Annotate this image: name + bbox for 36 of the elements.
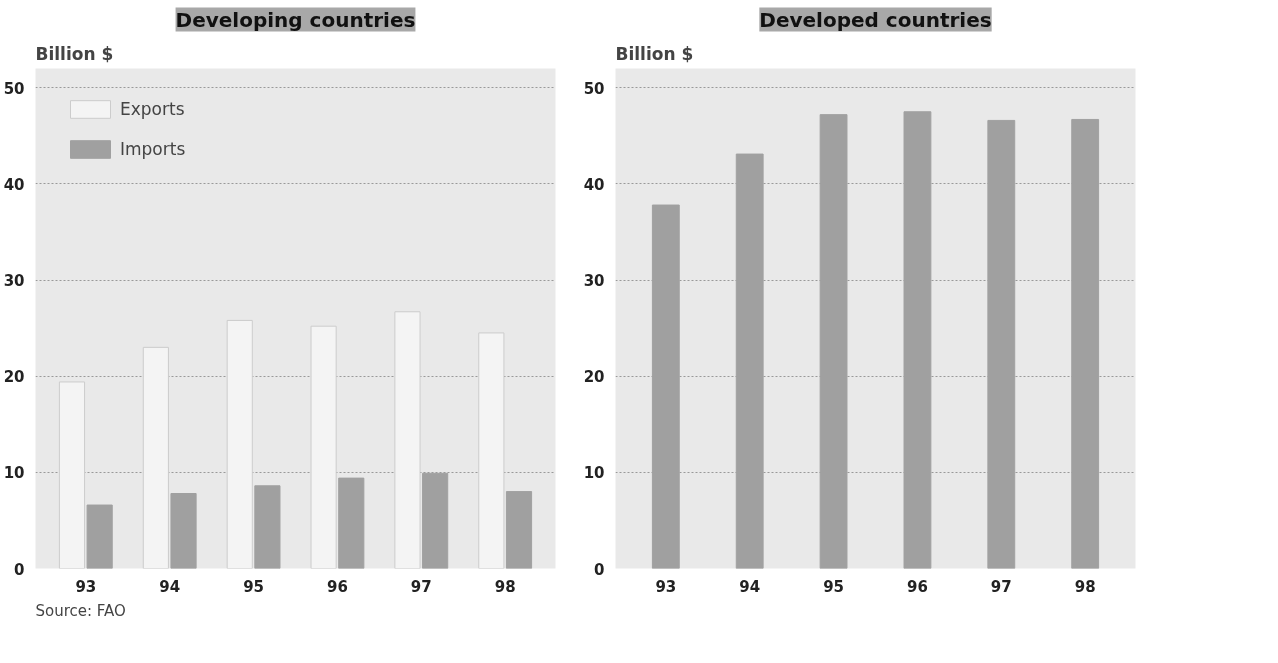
chart-title: Developed countries <box>759 7 992 32</box>
y-tick-label: 10 <box>583 464 605 483</box>
y-tick-label: 50 <box>3 79 25 98</box>
x-tick-label: 94 <box>159 577 181 596</box>
x-tick-label: 96 <box>327 577 348 596</box>
y-tick-label: 0 <box>14 560 25 579</box>
legend-label: Imports <box>120 139 186 159</box>
x-tick-label: 95 <box>243 577 264 596</box>
bar <box>254 485 281 569</box>
bar <box>86 504 113 569</box>
y-tick-label: 50 <box>583 79 605 98</box>
x-tick-label: 95 <box>823 577 844 596</box>
x-tick-label: 97 <box>990 577 1012 596</box>
x-tick-label: 93 <box>655 577 677 596</box>
x-tick-label: 96 <box>907 577 928 596</box>
y-axis-title: Billion $ <box>615 43 694 64</box>
y-tick-label: 40 <box>3 175 25 194</box>
x-tick-label: 98 <box>1074 577 1096 596</box>
x-tick-label: 97 <box>410 577 432 596</box>
x-tick-label: 94 <box>739 577 761 596</box>
y-tick-label: 20 <box>3 368 25 387</box>
chart-title: Developing countries <box>175 7 416 32</box>
y-tick-label: 20 <box>583 368 605 387</box>
x-tick-label: 98 <box>494 577 516 596</box>
y-tick-label: 40 <box>583 175 605 194</box>
bar <box>338 477 365 569</box>
y-tick-label: 30 <box>583 272 605 291</box>
y-tick-label: 30 <box>3 272 25 291</box>
bar <box>505 491 533 569</box>
y-axis-title: Billion $ <box>35 43 114 64</box>
x-tick-label: 93 <box>75 577 97 596</box>
bar <box>170 493 197 569</box>
y-tick-label: 10 <box>3 464 25 483</box>
source-note: Source: FAO <box>35 601 126 620</box>
y-tick-label: 0 <box>594 560 605 579</box>
legend-label: Exports <box>120 99 185 119</box>
